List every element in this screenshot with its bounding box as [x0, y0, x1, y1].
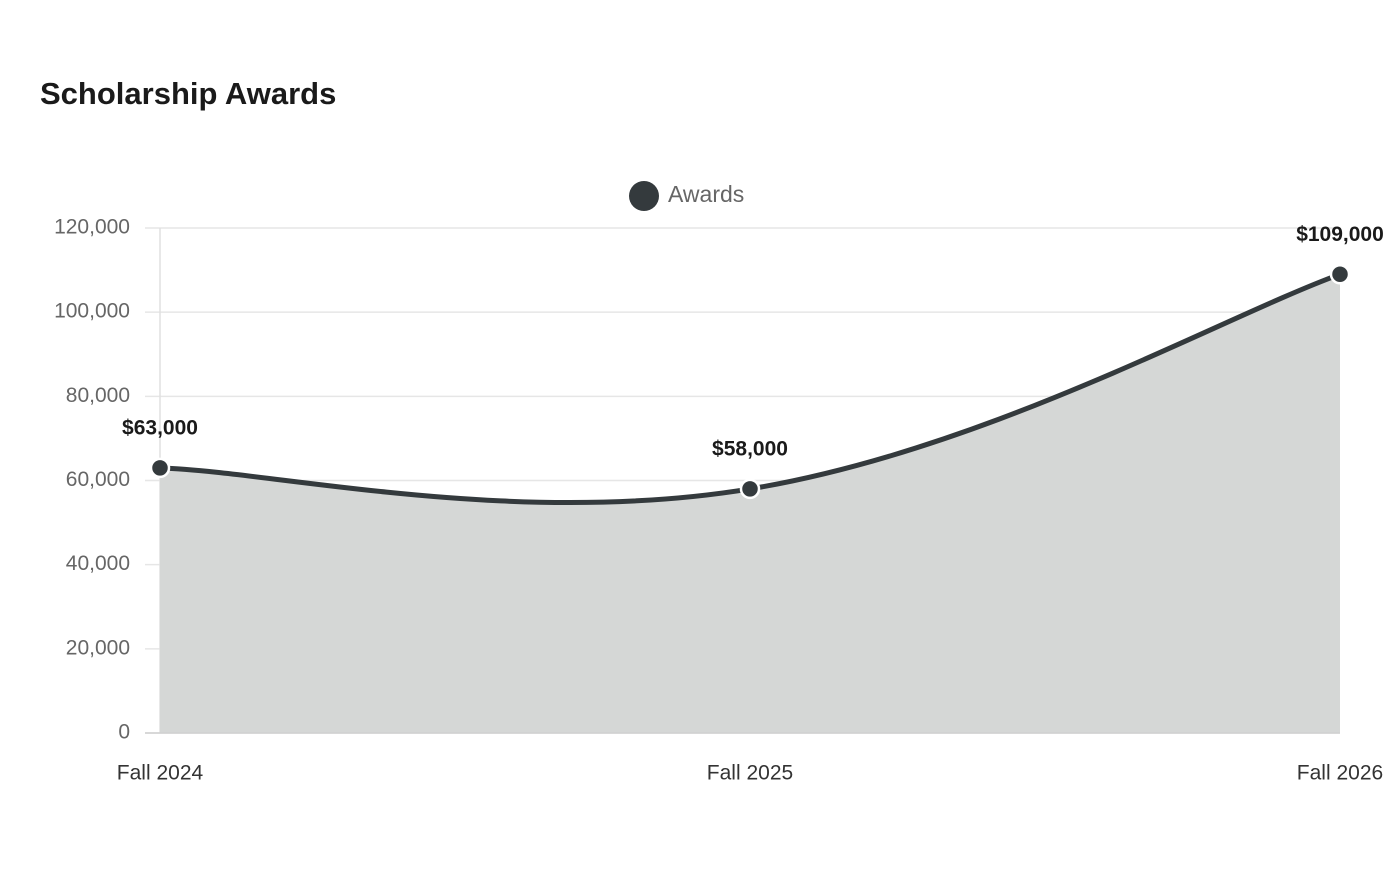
- y-tick-label: 120,000: [54, 216, 130, 239]
- legend-label: Awards: [668, 181, 744, 207]
- legend-marker: [629, 181, 659, 211]
- y-tick-label: 40,000: [66, 552, 130, 575]
- value-label: $109,000: [1296, 223, 1384, 246]
- point: [739, 478, 761, 500]
- y-tick-label: 100,000: [54, 300, 130, 323]
- chart-title: Scholarship Awards: [40, 76, 336, 111]
- point: [1329, 264, 1351, 285]
- value-label: $58,000: [712, 437, 788, 460]
- y-tick-label: 20,000: [66, 636, 130, 659]
- x-tick-label: Fall 2024: [117, 762, 204, 785]
- y-tick-label: 0: [118, 721, 130, 744]
- value-label: $63,000: [122, 416, 198, 439]
- x-tick-label: Fall 2025: [707, 762, 793, 785]
- y-tick-label: 60,000: [66, 468, 130, 491]
- x-tick-label: Fall 2026: [1297, 762, 1383, 785]
- y-tick-label: 80,000: [66, 384, 130, 407]
- point: [149, 457, 171, 479]
- area: [160, 274, 1340, 733]
